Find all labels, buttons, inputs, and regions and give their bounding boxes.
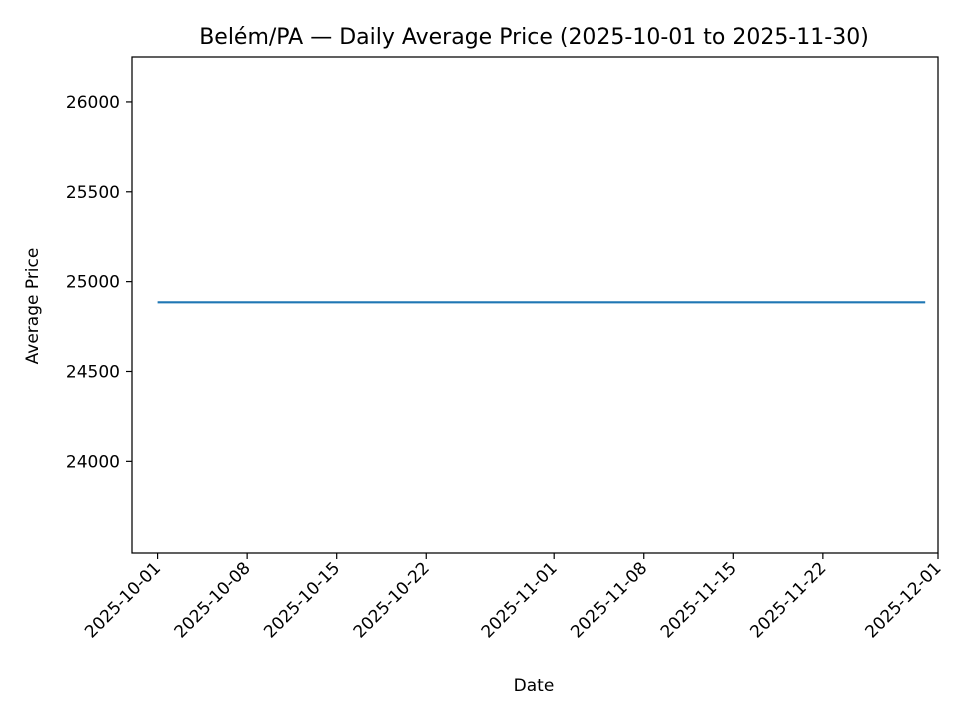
- chart-title: Belém/PA — Daily Average Price (2025-10-…: [199, 25, 869, 50]
- x-tick-label: 2025-12-01: [862, 558, 946, 642]
- y-tick-label: 26000: [66, 93, 120, 113]
- x-tick-label: 2025-11-01: [478, 558, 562, 642]
- y-tick-label: 24500: [66, 362, 120, 382]
- x-tick-label: 2025-10-08: [171, 558, 255, 642]
- x-tick-label: 2025-11-08: [567, 558, 651, 642]
- x-tick-label: 2025-10-15: [260, 558, 344, 642]
- y-tick-label: 25000: [66, 273, 120, 293]
- x-tick-label: 2025-11-15: [657, 558, 741, 642]
- x-tick-label: 2025-10-22: [350, 558, 434, 642]
- x-tick-label: 2025-10-01: [81, 558, 165, 642]
- x-tick-label: 2025-11-22: [746, 558, 830, 642]
- y-tick-label: 25500: [66, 183, 120, 203]
- y-axis-label: Average Price: [23, 248, 43, 365]
- axes-frame: [131, 56, 939, 554]
- y-tick-label: 24000: [66, 452, 120, 472]
- x-axis-label: Date: [514, 676, 555, 696]
